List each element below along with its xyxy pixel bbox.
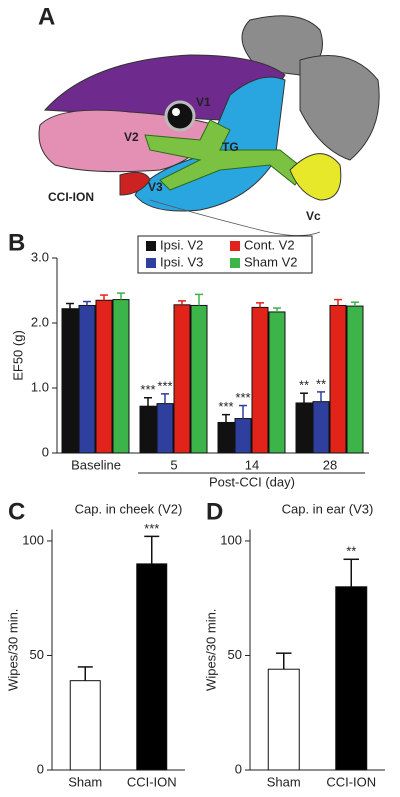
y-axis-label: EF50 (g)	[10, 330, 25, 381]
bar	[267, 668, 300, 771]
y-tick-label: 0	[42, 444, 49, 459]
bar	[312, 401, 330, 454]
bar	[346, 305, 364, 454]
legend-label: Ipsi. V3	[160, 254, 203, 269]
chart-title: Cap. in ear (V3)	[282, 501, 374, 516]
legend-label: Cont. V2	[244, 237, 295, 252]
x-tick-label: CCI-ION	[127, 774, 177, 789]
x-tick-label: 28	[323, 457, 337, 472]
significance: ***	[218, 399, 233, 414]
legend-swatch	[146, 258, 156, 268]
panel-letter: B	[8, 229, 25, 256]
bar	[268, 311, 286, 454]
panel-letter: D	[206, 498, 223, 525]
y-tick-label: 0	[37, 761, 44, 776]
significance: **	[316, 376, 326, 391]
diagram-label: V3	[148, 180, 163, 194]
bar	[335, 586, 368, 771]
y-tick-label: 100	[22, 532, 44, 547]
chart-title: Cap. in cheek (V2)	[75, 501, 183, 516]
y-tick-label: 1.0	[31, 379, 49, 394]
significance: ***	[144, 521, 159, 536]
bar	[78, 304, 96, 454]
legend-box	[137, 235, 313, 274]
bar	[173, 304, 191, 454]
legend-swatch	[230, 241, 240, 251]
x-tick-label: Sham	[68, 774, 102, 789]
legend-label: Sham V2	[244, 254, 297, 269]
y-tick-label: 0	[235, 761, 242, 776]
bar	[156, 403, 174, 454]
y-tick-label: 50	[30, 647, 44, 662]
x-axis-label: Post-CCI (day)	[209, 474, 295, 489]
bar	[95, 299, 113, 454]
bar	[112, 299, 130, 454]
x-tick-label: Baseline	[71, 457, 121, 472]
bar	[234, 418, 252, 454]
significance: **	[299, 378, 309, 393]
y-tick-label: 2.0	[31, 314, 49, 329]
bar	[190, 304, 208, 454]
significance: ***	[235, 390, 250, 405]
legend-swatch	[230, 258, 240, 268]
bar	[136, 563, 168, 771]
diagram-label: V1	[196, 95, 211, 109]
y-axis-label: Wipes/30 min.	[203, 609, 218, 691]
bar	[61, 308, 79, 454]
panel-letter: A	[38, 3, 55, 30]
bar	[295, 402, 313, 454]
x-tick-label: Sham	[267, 774, 301, 789]
y-tick-label: 3.0	[31, 249, 49, 264]
bar	[139, 405, 157, 454]
diagram-label: CCI-ION	[48, 190, 94, 204]
rat-head-diagram	[38, 15, 380, 236]
legend-swatch	[146, 241, 156, 251]
panel-letter: C	[8, 498, 25, 525]
bar	[217, 421, 235, 454]
bar	[251, 306, 269, 454]
x-tick-label: 14	[245, 457, 259, 472]
significance: ***	[157, 378, 172, 393]
x-tick-label: 5	[170, 457, 177, 472]
y-tick-label: 50	[228, 647, 242, 662]
significance: ***	[140, 382, 155, 397]
y-axis-label: Wipes/30 min.	[5, 609, 20, 691]
bar	[329, 304, 347, 454]
x-tick-label: CCI-ION	[326, 774, 376, 789]
bar	[69, 680, 101, 771]
significance: **	[346, 544, 356, 559]
diagram-label: V2	[124, 130, 139, 144]
diagram-label: Vc	[306, 209, 321, 223]
y-tick-label: 100	[220, 532, 242, 547]
legend-label: Ipsi. V2	[160, 237, 203, 252]
diagram-label: TG	[222, 140, 239, 154]
